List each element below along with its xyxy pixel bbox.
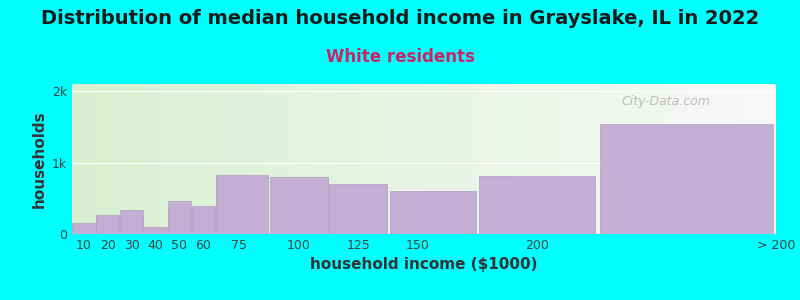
Bar [72, 223, 95, 234]
Bar [600, 124, 774, 234]
Text: City-Data.com: City-Data.com [621, 95, 710, 109]
Text: Distribution of median household income in Grayslake, IL in 2022: Distribution of median household income … [41, 9, 759, 28]
Bar [168, 201, 191, 234]
Bar [96, 215, 119, 234]
Bar [120, 210, 143, 234]
Text: White residents: White residents [326, 48, 474, 66]
Bar [144, 227, 167, 234]
Bar [330, 184, 387, 234]
X-axis label: household income ($1000): household income ($1000) [310, 257, 538, 272]
Bar [479, 176, 595, 234]
Bar [390, 191, 476, 234]
Bar [216, 176, 268, 234]
Bar [192, 206, 215, 234]
Y-axis label: households: households [31, 110, 46, 208]
Bar [270, 177, 328, 234]
